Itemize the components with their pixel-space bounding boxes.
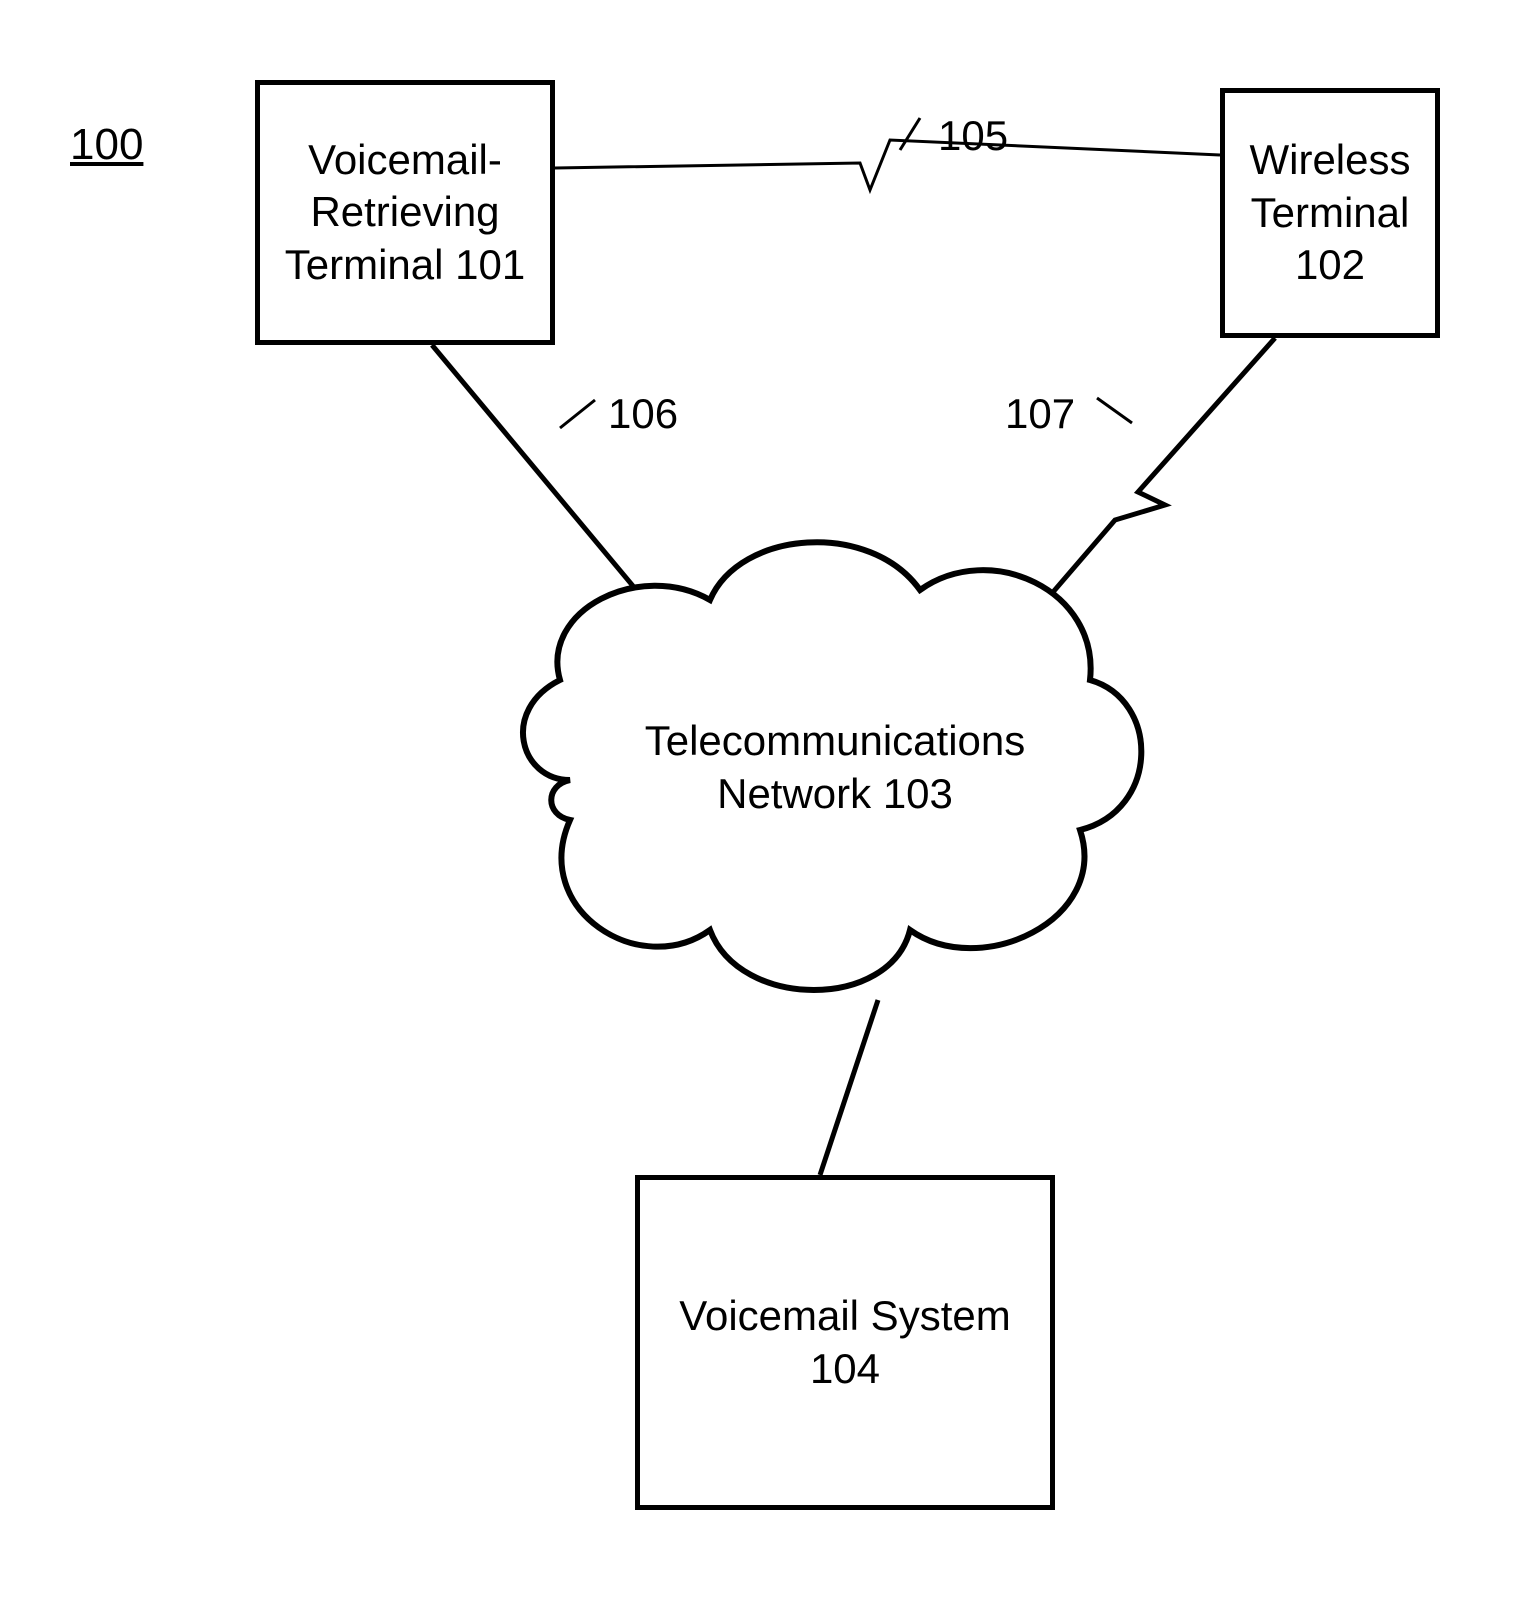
label-106: 106 (608, 390, 678, 438)
box-terminal-101-label: Voicemail-RetrievingTerminal 101 (285, 134, 525, 292)
cloud-label: TelecommunicationsNetwork 103 (640, 715, 1030, 820)
connector-cloud-104-line (820, 1000, 878, 1175)
box-terminal-102-label: WirelessTerminal102 (1249, 134, 1410, 292)
box-terminal-102: WirelessTerminal102 (1220, 88, 1440, 338)
connector-105-tick (900, 118, 920, 150)
box-terminal-101: Voicemail-RetrievingTerminal 101 (255, 80, 555, 345)
diagram-root: 100 TelecommunicationsNetwork 103 Voicem… (0, 0, 1523, 1604)
connector-106-tick (560, 400, 595, 428)
figure-number: 100 (70, 120, 143, 170)
label-105-text: 105 (938, 112, 1008, 159)
box-system-104-label: Voicemail System104 (679, 1290, 1010, 1395)
connector-105-line (555, 140, 1220, 190)
cloud-label-text: TelecommunicationsNetwork 103 (645, 717, 1026, 817)
figure-number-text: 100 (70, 120, 143, 169)
label-106-text: 106 (608, 390, 678, 437)
label-107-text: 107 (1005, 390, 1075, 437)
connector-107-line (1010, 338, 1275, 642)
box-system-104: Voicemail System104 (635, 1175, 1055, 1510)
connector-107-tick (1097, 398, 1132, 423)
label-105: 105 (938, 112, 1008, 160)
label-107: 107 (1005, 390, 1075, 438)
